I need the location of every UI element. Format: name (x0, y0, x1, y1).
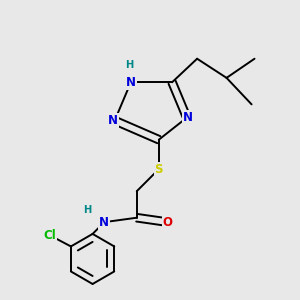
Text: N: N (99, 216, 110, 229)
Text: S: S (154, 163, 163, 176)
Text: H: H (83, 206, 92, 215)
Text: N: N (126, 76, 136, 89)
Text: O: O (163, 216, 173, 229)
Text: H: H (125, 60, 134, 70)
Text: N: N (108, 114, 118, 127)
Text: Cl: Cl (43, 229, 56, 242)
Text: N: N (183, 111, 193, 124)
